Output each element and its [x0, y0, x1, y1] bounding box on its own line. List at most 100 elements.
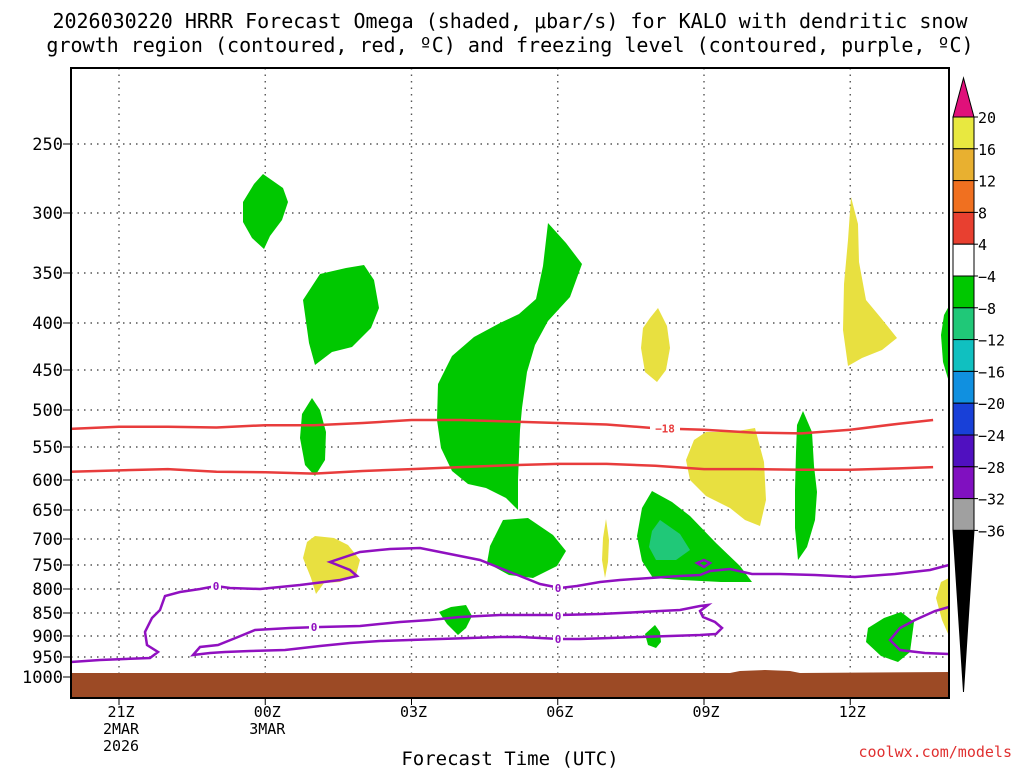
y-tick-label-400: 400 — [32, 314, 63, 334]
omega-region-neg-5 — [487, 518, 566, 578]
y-tick-label-350: 350 — [32, 264, 63, 284]
x-tick-label-21Z: 21Z — [107, 703, 134, 721]
freezing-level-contours — [70, 546, 950, 664]
colorbar-label-13: −36 — [978, 522, 1005, 540]
x-tick-label-03Z: 03Z — [400, 703, 427, 721]
colorbar-swatch-10 — [952, 434, 975, 468]
omega-region-neg-2 — [303, 265, 379, 365]
omega-region-pos-4 — [303, 536, 360, 594]
omega-region-pos-3 — [843, 197, 897, 366]
chart-title-line2: growth region (contoured, red, ºC) and f… — [46, 33, 973, 57]
source-credit: coolwx.com/models — [858, 743, 1012, 761]
colorbar-swatch-5 — [952, 275, 975, 309]
dgz-contour-0 — [70, 418, 934, 435]
colorbar-label-2: 12 — [978, 173, 996, 191]
x-tick-label-09Z: 09Z — [692, 703, 719, 721]
freezing-label-4: 0 — [555, 633, 562, 646]
freezing-label-0: 0 — [213, 580, 220, 593]
colorbar-swatch-4 — [952, 243, 975, 277]
grid — [71, 68, 949, 698]
contour-labels: −18 0 0 0 0 0 — [211, 421, 680, 646]
colorbar-label-9: −20 — [978, 395, 1005, 413]
colorbar-swatch-1 — [952, 148, 975, 182]
y-tick-label-950: 950 — [32, 648, 63, 668]
colorbar-label-10: −24 — [978, 427, 1005, 445]
omega-region-pos-1 — [641, 308, 670, 382]
omega-region-pos-2 — [686, 428, 766, 526]
omega-region-neg-3 — [300, 398, 326, 476]
freezing-contour-small — [694, 558, 713, 569]
x-tick-label-00Z: 00Z — [254, 703, 281, 721]
colorbar-top-triangle — [952, 76, 975, 118]
colorbar-swatch-8 — [952, 370, 975, 404]
omega-region-neg-8 — [795, 411, 817, 560]
colorbar-label-5: −4 — [978, 268, 996, 286]
y-axis: 250 300 350 400 450 500 550 600 650 700 750 800 850 9… — [22, 135, 71, 688]
colorbar-swatch-2 — [952, 180, 975, 213]
freezing-contour-lower — [888, 605, 950, 656]
dgz-label-0: −18 — [655, 422, 675, 435]
y-tick-label-450: 450 — [32, 361, 63, 381]
y-tick-label-1000: 1000 — [22, 668, 63, 688]
colorbar-swatch-7 — [952, 339, 975, 372]
freezing-label-bg-0 — [211, 579, 221, 592]
freezing-label-1: 0 — [311, 621, 318, 634]
colorbar-swatch-9 — [952, 402, 975, 436]
y-tick-label-500: 500 — [32, 401, 63, 421]
x-axis-title: Forecast Time (UTC) — [401, 748, 618, 768]
colorbar-swatch-0 — [952, 116, 975, 150]
omega-colorbar: 20 16 12 8 4 −4 −8 −12 −16 −20 −24 −28 −32 −36 — [952, 76, 1005, 693]
omega-region-pos-6 — [936, 578, 949, 636]
omega-region-neg-1 — [243, 174, 288, 249]
x-tick-label-06Z: 06Z — [546, 703, 573, 721]
colorbar-label-12: −32 — [978, 491, 1005, 509]
y-tick-label-650: 650 — [32, 501, 63, 521]
y-tick-label-700: 700 — [32, 530, 63, 550]
colorbar-label-7: −12 — [978, 332, 1005, 350]
omega-shading — [243, 174, 949, 662]
colorbar-label-11: −28 — [978, 459, 1005, 477]
plot-area: 250 300 350 400 450 500 550 600 650 700 750 800 850 9… — [22, 67, 950, 755]
colorbar-swatch-12 — [952, 498, 975, 531]
x-tick-label-2026: 2026 — [103, 737, 139, 755]
freezing-label-bg-4 — [553, 632, 563, 645]
dendritic-growth-contours — [70, 418, 934, 475]
colorbar-bottom-triangle — [952, 529, 975, 693]
omega-region-pos-5 — [602, 519, 609, 578]
omega-region-neg-4 — [437, 223, 582, 510]
colorbar-label-1: 16 — [978, 141, 996, 159]
freezing-label-2: 0 — [555, 582, 562, 595]
freezing-label-bg-1 — [309, 620, 319, 633]
y-tick-label-250: 250 — [32, 135, 63, 155]
y-tick-label-600: 600 — [32, 471, 63, 491]
y-tick-label-850: 850 — [32, 604, 63, 624]
y-tick-label-300: 300 — [32, 204, 63, 224]
x-tick-label-2MAR: 2MAR — [103, 720, 140, 738]
freezing-label-3: 0 — [555, 610, 562, 623]
colorbar-label-6: −8 — [978, 300, 996, 318]
plot-frame — [70, 67, 950, 699]
colorbar-swatch-11 — [952, 466, 975, 500]
omega-region-neg-9 — [439, 605, 472, 635]
freezing-contour-loop — [189, 603, 724, 657]
freezing-label-bg-3 — [553, 609, 563, 622]
y-tick-label-550: 550 — [32, 438, 63, 458]
dgz-label-bg — [650, 421, 680, 436]
y-tick-label-750: 750 — [32, 556, 63, 576]
y-tick-label-800: 800 — [32, 580, 63, 600]
x-tick-label-3MAR: 3MAR — [249, 720, 286, 738]
omega-region-neg-12 — [941, 306, 949, 382]
chart-title-line1: 2026030220 HRRR Forecast Omega (shaded, … — [52, 9, 968, 33]
x-tick-label-12Z: 12Z — [839, 703, 866, 721]
freezing-label-bg-2 — [553, 581, 563, 594]
omega-region-neg-7 — [649, 520, 690, 560]
terrain-ground — [71, 670, 949, 698]
dgz-contour-1 — [70, 462, 934, 475]
colorbar-label-3: 8 — [978, 204, 987, 222]
freezing-contour-upper — [70, 546, 950, 664]
colorbar-label-4: 4 — [978, 236, 987, 254]
colorbar-swatch-6 — [952, 307, 975, 341]
y-tick-label-900: 900 — [32, 627, 63, 647]
